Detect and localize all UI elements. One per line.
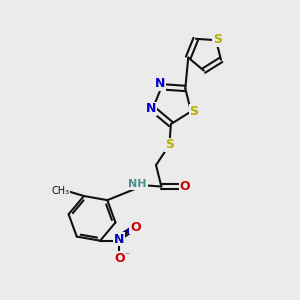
- Text: ⁻: ⁻: [124, 252, 129, 262]
- Text: N: N: [155, 77, 165, 90]
- Text: O: O: [130, 220, 141, 233]
- Text: O: O: [179, 180, 190, 193]
- Text: S: S: [190, 105, 199, 118]
- Text: N: N: [114, 233, 124, 246]
- Text: S: S: [165, 138, 174, 152]
- Text: O: O: [114, 252, 124, 265]
- Text: +: +: [124, 227, 131, 236]
- Text: N: N: [146, 102, 156, 115]
- Text: CH₃: CH₃: [52, 186, 70, 196]
- Text: NH: NH: [128, 179, 147, 189]
- Text: S: S: [213, 33, 222, 46]
